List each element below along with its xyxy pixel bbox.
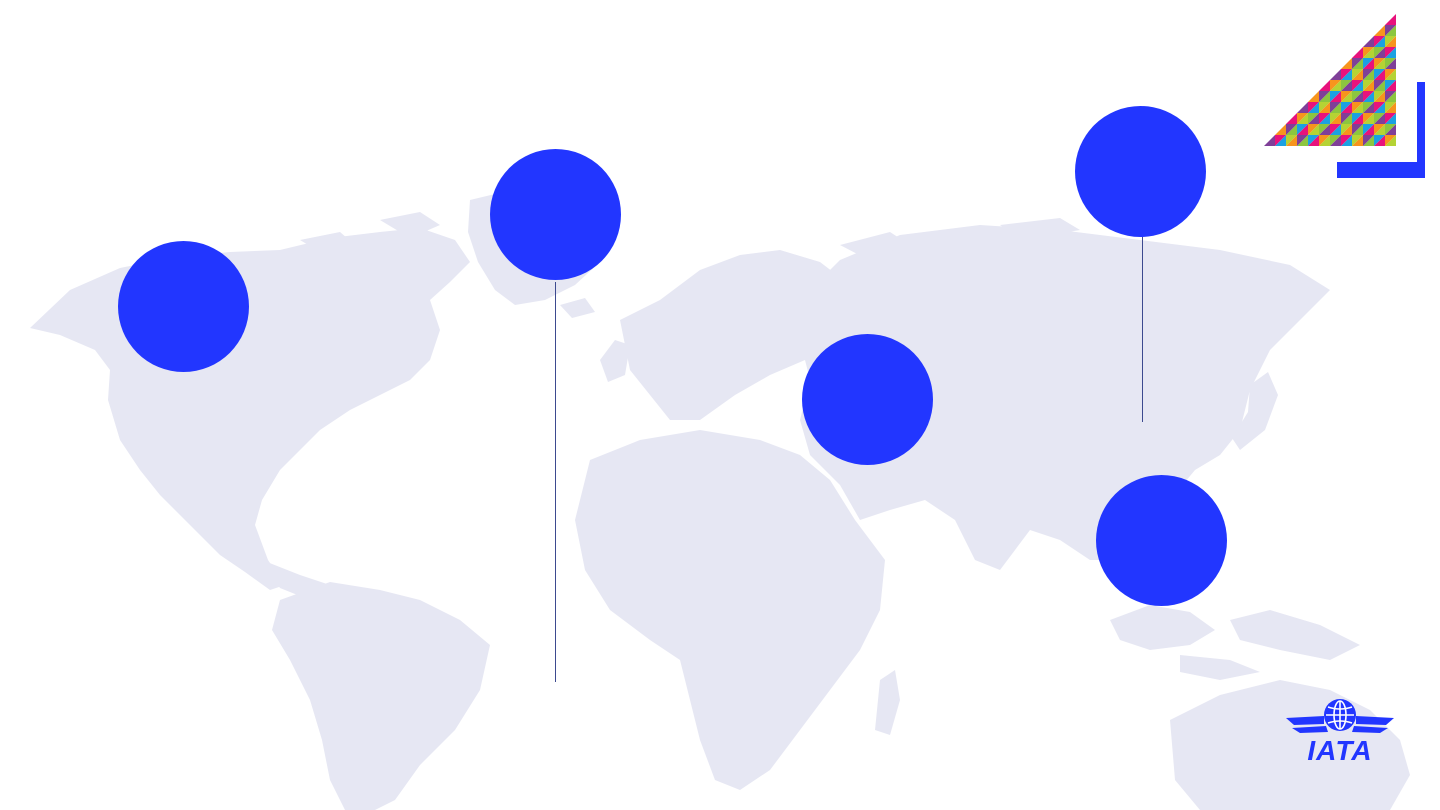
pattern-triangle bbox=[1341, 124, 1352, 135]
pattern-triangle bbox=[1341, 91, 1352, 102]
pattern-triangle bbox=[1385, 135, 1396, 146]
pattern-triangle bbox=[1297, 124, 1308, 135]
pattern-triangle bbox=[1352, 80, 1363, 91]
pattern-triangle bbox=[1341, 113, 1352, 124]
pattern-triangle bbox=[1352, 69, 1363, 80]
pattern-triangle bbox=[1385, 113, 1396, 124]
pattern-triangle bbox=[1341, 69, 1352, 80]
pattern-triangle bbox=[1385, 69, 1396, 80]
pattern-triangle bbox=[1352, 47, 1363, 58]
pattern-triangle bbox=[1385, 124, 1396, 135]
pattern-triangle bbox=[1330, 80, 1341, 91]
iata-globe-wings-logo: IATA bbox=[1282, 694, 1398, 770]
pattern-triangle bbox=[1308, 124, 1319, 135]
pattern-triangle bbox=[1374, 69, 1385, 80]
pattern-triangle bbox=[1352, 91, 1363, 102]
pattern-triangle bbox=[1374, 80, 1385, 91]
pattern-triangle bbox=[1319, 91, 1330, 102]
pattern-triangle bbox=[1385, 25, 1396, 36]
pattern-triangle bbox=[1363, 47, 1374, 58]
pattern-triangle bbox=[1330, 102, 1341, 113]
pattern-triangle bbox=[1341, 80, 1352, 91]
pattern-triangle bbox=[1319, 102, 1330, 113]
pattern-triangle bbox=[1297, 102, 1308, 113]
pattern-triangle bbox=[1363, 36, 1374, 47]
continent-north-america bbox=[30, 228, 470, 590]
pattern-triangle bbox=[1363, 102, 1374, 113]
pattern-triangle bbox=[1374, 135, 1385, 146]
pattern-triangle bbox=[1319, 80, 1330, 91]
pattern-triangle bbox=[1363, 80, 1374, 91]
pattern-triangle bbox=[1363, 135, 1374, 146]
pattern-triangle bbox=[1352, 102, 1363, 113]
pattern-triangle bbox=[1352, 58, 1363, 69]
pattern-triangle bbox=[1374, 102, 1385, 113]
pattern-triangle bbox=[1385, 47, 1396, 58]
pattern-triangle bbox=[1352, 113, 1363, 124]
marker-north-asia[interactable] bbox=[1075, 106, 1206, 237]
pattern-triangle bbox=[1319, 113, 1330, 124]
pattern-triangle bbox=[1330, 113, 1341, 124]
continent-asia bbox=[800, 225, 1330, 570]
pattern-triangle bbox=[1374, 47, 1385, 58]
marker-middle-east[interactable] bbox=[802, 334, 933, 465]
pattern-triangle bbox=[1308, 102, 1319, 113]
pattern-triangle bbox=[1374, 113, 1385, 124]
pattern-triangle bbox=[1275, 135, 1286, 146]
marker-greenland[interactable] bbox=[490, 149, 621, 280]
continent-europe bbox=[620, 250, 860, 420]
pattern-triangle bbox=[1374, 58, 1385, 69]
pattern-triangle bbox=[1275, 124, 1286, 135]
pattern-triangle bbox=[1341, 102, 1352, 113]
pattern-triangle bbox=[1341, 135, 1352, 146]
pattern-triangle bbox=[1374, 91, 1385, 102]
continent-south-america bbox=[272, 582, 490, 810]
pattern-triangle bbox=[1297, 113, 1308, 124]
iata-logo-text: IATA bbox=[1307, 735, 1373, 766]
pattern-triangle bbox=[1385, 91, 1396, 102]
pattern-triangle bbox=[1363, 124, 1374, 135]
connector-line-north-asia bbox=[1142, 236, 1143, 422]
pattern-triangle bbox=[1385, 36, 1396, 47]
pattern-triangle bbox=[1286, 135, 1297, 146]
pattern-triangle bbox=[1363, 113, 1374, 124]
pattern-triangle bbox=[1341, 58, 1352, 69]
pattern-triangle bbox=[1385, 102, 1396, 113]
connector-line-greenland bbox=[555, 282, 556, 682]
pattern-triangle bbox=[1374, 36, 1385, 47]
globe-wings-icon bbox=[1286, 699, 1394, 733]
pattern-triangle bbox=[1308, 91, 1319, 102]
pattern-triangle bbox=[1385, 14, 1396, 25]
pattern-triangle bbox=[1330, 124, 1341, 135]
pattern-triangle bbox=[1319, 124, 1330, 135]
pattern-triangle bbox=[1297, 135, 1308, 146]
pattern-triangle bbox=[1385, 80, 1396, 91]
pattern-triangle bbox=[1330, 135, 1341, 146]
pattern-triangle bbox=[1374, 25, 1385, 36]
triangle-pattern-logo bbox=[1264, 14, 1425, 178]
pattern-triangle bbox=[1330, 91, 1341, 102]
pattern-triangle bbox=[1352, 135, 1363, 146]
pattern-triangle bbox=[1264, 135, 1275, 146]
pattern-triangle bbox=[1385, 58, 1396, 69]
pattern-triangle bbox=[1286, 124, 1297, 135]
marker-north-america[interactable] bbox=[118, 241, 249, 372]
marker-southeast-asia[interactable] bbox=[1096, 475, 1227, 606]
pattern-triangle bbox=[1363, 69, 1374, 80]
pattern-triangle bbox=[1286, 113, 1297, 124]
pattern-triangle bbox=[1352, 124, 1363, 135]
pattern-triangle bbox=[1319, 135, 1330, 146]
pattern-triangle bbox=[1330, 69, 1341, 80]
continent-africa bbox=[575, 430, 885, 790]
pattern-triangle bbox=[1308, 113, 1319, 124]
pattern-triangle bbox=[1308, 135, 1319, 146]
pattern-triangle bbox=[1363, 58, 1374, 69]
pattern-triangle bbox=[1363, 91, 1374, 102]
pattern-triangle bbox=[1374, 124, 1385, 135]
